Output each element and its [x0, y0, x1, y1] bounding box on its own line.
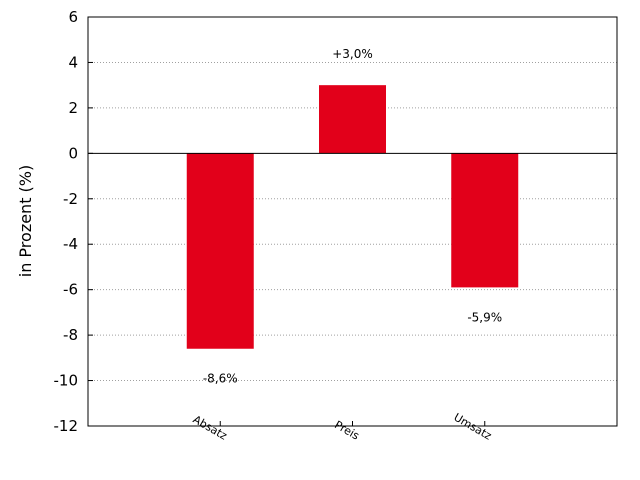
bar-umsatz — [451, 153, 519, 288]
data-labels: -8,6% +3,0% -5,9% — [203, 47, 502, 386]
y-tick-label: -10 — [54, 372, 79, 390]
data-label-preis: +3,0% — [332, 47, 373, 61]
x-tick-label-preis: Preis — [332, 418, 361, 443]
y-tick-label: 6 — [68, 8, 78, 26]
y-tick-label: -8 — [63, 326, 78, 344]
y-axis-ticks: -12 -10 -8 -6 -4 -2 0 2 4 6 — [54, 8, 93, 435]
y-tick-label: -12 — [54, 417, 79, 435]
data-label-absatz: -8,6% — [203, 372, 238, 386]
bar-absatz — [186, 153, 254, 349]
data-label-umsatz: -5,9% — [467, 310, 502, 324]
x-axis-ticks: Absatz Preis Umsatz — [191, 411, 494, 443]
x-tick-label-umsatz: Umsatz — [451, 411, 493, 443]
bars — [186, 85, 519, 349]
y-tick-label: -2 — [63, 190, 78, 208]
y-tick-label: -4 — [63, 235, 78, 253]
y-tick-label: 0 — [68, 144, 78, 162]
y-axis-label: in Prozent (%) — [16, 165, 35, 277]
bar-preis — [319, 85, 386, 154]
x-tick-label-absatz: Absatz — [191, 413, 230, 443]
y-tick-label: 4 — [68, 53, 78, 71]
y-tick-label: 2 — [68, 99, 78, 117]
y-tick-label: -6 — [63, 281, 78, 299]
plot-frame — [87, 16, 618, 427]
